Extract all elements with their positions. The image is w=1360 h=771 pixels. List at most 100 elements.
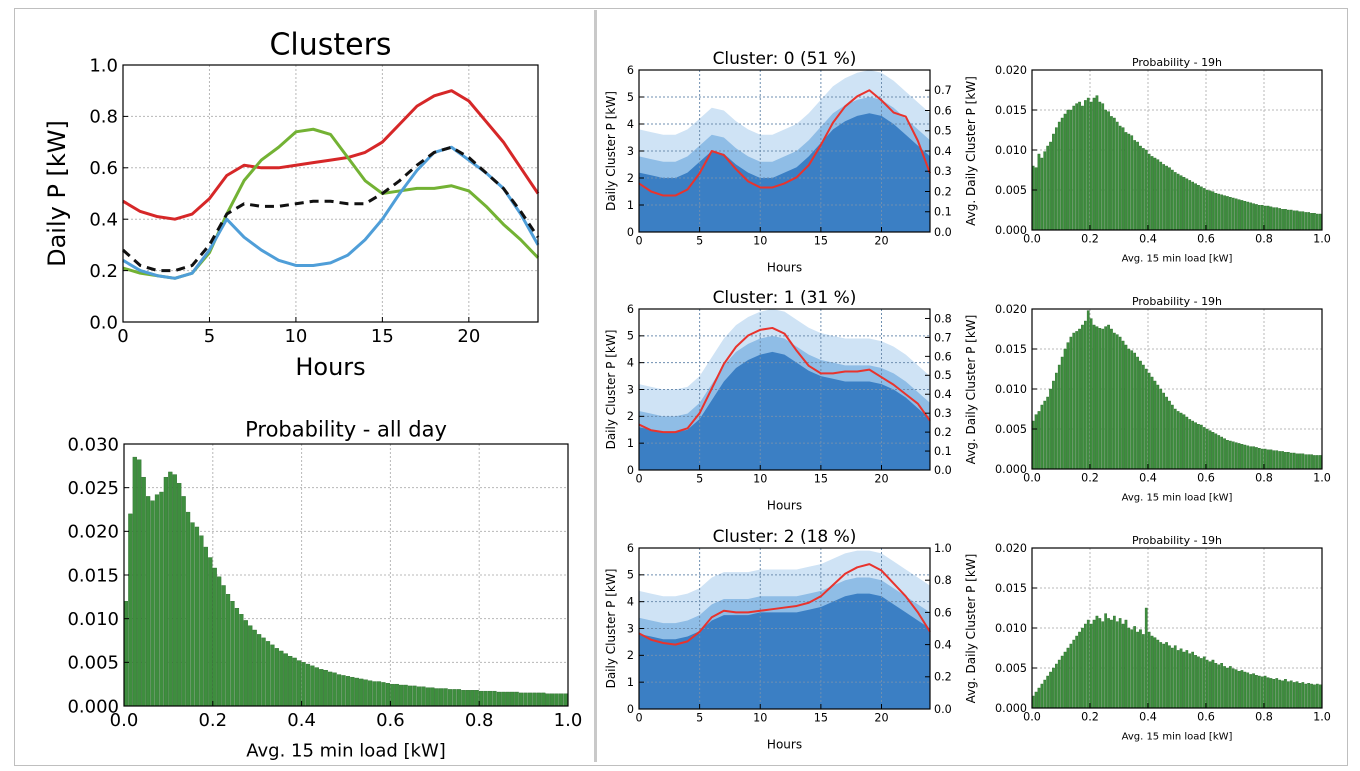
histogram-bar	[1284, 452, 1287, 470]
x-axis-label: Avg. 15 min load [kW]	[246, 741, 446, 762]
histogram-bar	[1043, 679, 1047, 709]
x-tick-label: 20	[457, 326, 480, 347]
histogram-bar	[421, 686, 426, 707]
histogram-bar	[1217, 664, 1221, 709]
y-right-tick-label: 0.0	[934, 226, 952, 239]
histogram-bar	[154, 494, 160, 707]
y-tick-label: 1.0	[89, 55, 118, 76]
histogram-bar	[1284, 679, 1287, 709]
histogram-bar	[1060, 117, 1064, 231]
y-tick-label: 1	[627, 437, 634, 450]
histogram-bar	[1228, 440, 1232, 470]
histogram-bar	[1159, 642, 1163, 709]
chart-title: Probability - all day	[245, 418, 447, 442]
y-tick-label: 3	[627, 622, 634, 635]
x-tick-label: 1.0	[1313, 710, 1331, 723]
histogram-bar	[1110, 619, 1113, 709]
histogram-bar	[345, 676, 351, 707]
histogram-bar	[1298, 453, 1302, 470]
histogram-bar	[536, 692, 541, 707]
histogram-bar	[1176, 173, 1180, 231]
histogram-bar	[1260, 448, 1264, 470]
x-tick-label: 0.0	[1023, 232, 1041, 245]
histogram-bar	[1234, 198, 1238, 231]
histogram-bar	[1133, 352, 1136, 470]
histogram-bar	[1110, 116, 1113, 231]
y-right-tick-label: 0.8	[934, 312, 952, 325]
histogram-bar	[1057, 121, 1061, 231]
histogram-bar	[1034, 691, 1038, 709]
histogram-bar	[1136, 141, 1139, 231]
histogram-bar	[1072, 105, 1076, 231]
histogram-bar	[1205, 428, 1209, 470]
histogram-bar	[1260, 676, 1264, 709]
histogram-bar	[1240, 200, 1244, 231]
histogram-bar	[1313, 455, 1316, 470]
histogram-bar	[1118, 125, 1122, 231]
histogram-bar	[1191, 181, 1194, 231]
series-line-3	[122, 145, 540, 273]
histogram-bar	[1089, 318, 1093, 470]
x-tick-label: 15	[814, 472, 828, 485]
histogram-bar	[430, 687, 435, 707]
histogram-bar	[1133, 626, 1136, 709]
x-tick-label: 0.4	[1139, 471, 1157, 484]
histogram-bar	[243, 620, 248, 707]
y-right-tick-label: 0.3	[934, 407, 952, 420]
histogram-bar	[1176, 411, 1180, 470]
y-right-tick-label: 0.0	[934, 464, 952, 477]
histogram-bar	[1179, 175, 1183, 231]
histogram-bar	[1266, 449, 1270, 470]
histogram-bar	[141, 476, 146, 707]
histogram-bar	[1150, 635, 1154, 709]
y-tick-label: 1	[627, 676, 634, 689]
histogram-bar	[1127, 133, 1131, 231]
histogram-bar	[283, 653, 288, 707]
histogram-bar	[1240, 670, 1244, 709]
chart-title: Probability - 19h	[1132, 295, 1222, 308]
y-right-tick-label: 0.4	[934, 388, 952, 401]
histogram-bar	[1252, 203, 1255, 231]
x-axis-label: Avg. 15 min load [kW]	[1122, 492, 1233, 503]
histogram-bar	[1162, 643, 1165, 709]
histogram-bar	[492, 690, 497, 707]
histogram-bar	[217, 576, 222, 707]
histogram-bar	[1144, 607, 1148, 709]
x-tick-label: 0	[635, 234, 642, 247]
histogram-bar	[545, 693, 550, 707]
histogram-bar	[496, 691, 501, 707]
histogram-bar	[1246, 445, 1250, 470]
x-axis-label: Hours	[767, 738, 802, 752]
histogram-bar	[532, 692, 537, 707]
histogram-bar	[1159, 161, 1163, 231]
x-tick-label: 0	[117, 326, 128, 347]
histogram-bar	[1139, 629, 1142, 709]
y-tick-label: 0.010	[995, 144, 1027, 157]
histogram-bar	[1182, 651, 1186, 709]
histogram-bar	[1249, 202, 1252, 231]
histogram-bar	[363, 679, 368, 707]
histogram-bar	[1049, 388, 1052, 470]
histogram-bar	[1089, 623, 1093, 709]
histogram-bar	[208, 557, 213, 707]
histogram-bar	[265, 641, 271, 707]
histogram-bar	[1278, 679, 1281, 709]
y-tick-label: 0.005	[995, 184, 1027, 197]
series-line-1	[122, 127, 540, 280]
panel-divider	[594, 10, 597, 762]
x-tick-label: 0.0	[110, 710, 139, 731]
y-tick-label: 0	[627, 464, 634, 477]
histogram-bar	[501, 691, 506, 707]
histogram-bar	[483, 690, 488, 707]
y-right-tick-label: 0.6	[934, 606, 952, 619]
x-tick-label: 0	[635, 472, 642, 485]
histogram-bar	[1046, 675, 1049, 709]
histogram-bar	[1286, 452, 1290, 470]
histogram-bar	[1159, 388, 1163, 470]
y-right-tick-label: 0.2	[934, 185, 952, 198]
histogram-bar	[1144, 368, 1148, 470]
histogram-bar	[1307, 683, 1310, 709]
histogram-bar	[1054, 127, 1058, 231]
x-tick-label: 10	[753, 472, 767, 485]
histogram-bar	[1226, 440, 1229, 470]
